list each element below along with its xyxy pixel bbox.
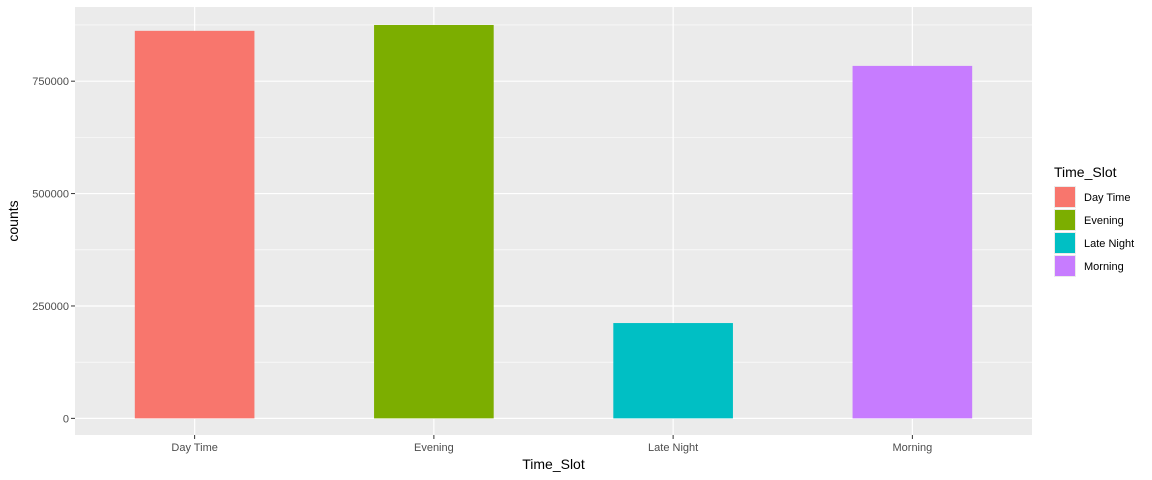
legend-label: Day Time (1084, 192, 1130, 204)
y-tick-label: 750000 (32, 76, 69, 88)
x-tick-label: Late Night (648, 442, 698, 454)
legend-label: Morning (1084, 261, 1124, 273)
y-axis: 0 250000 500000 750000 (32, 76, 75, 425)
bar-late-night (613, 323, 733, 419)
y-tick-label: 0 (63, 413, 69, 425)
y-axis-title: counts (5, 200, 21, 241)
legend-label: Evening (1084, 215, 1124, 227)
bar-evening (374, 24, 494, 419)
x-tick-label: Day Time (171, 442, 217, 454)
x-tick-label: Morning (893, 442, 933, 454)
legend-title: Time_Slot (1054, 164, 1117, 180)
legend-key-swatch (1055, 210, 1075, 230)
y-tick-label: 250000 (32, 301, 69, 313)
x-tick-label: Evening (414, 442, 454, 454)
bars (134, 24, 973, 419)
bar-morning (852, 65, 973, 419)
x-axis: Day Time Evening Late Night Morning (171, 435, 932, 454)
legend-key-swatch (1055, 187, 1075, 207)
bar-day-time (134, 30, 255, 419)
legend: Time_Slot Day Time Evening Late Night Morni… (1054, 164, 1134, 277)
legend-key-swatch (1055, 256, 1075, 276)
legend-label: Late Night (1084, 238, 1134, 250)
x-axis-title: Time_Slot (522, 456, 585, 472)
legend-key-swatch (1055, 233, 1075, 253)
y-tick-label: 500000 (32, 189, 69, 201)
